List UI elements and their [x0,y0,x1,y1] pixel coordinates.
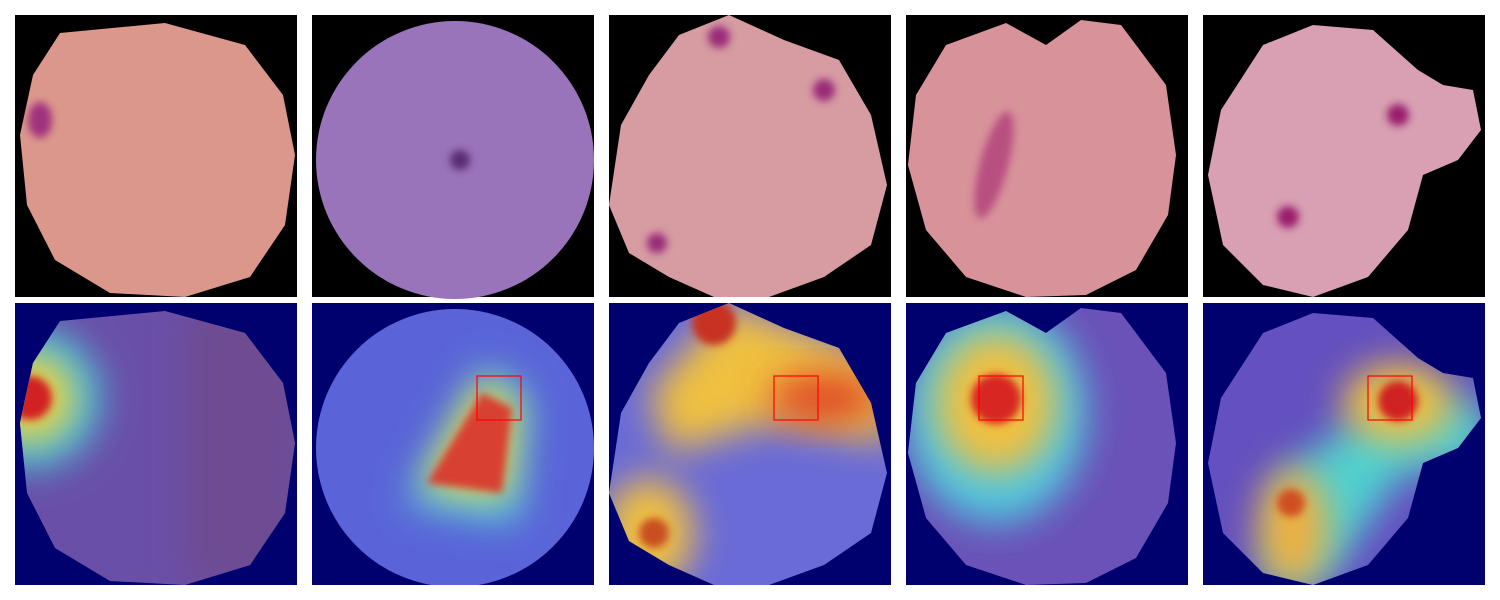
parasite [28,102,52,138]
box [978,375,1024,421]
heat [316,309,594,585]
cell [20,23,295,297]
heatmap [15,303,297,585]
heatmap [906,303,1188,585]
parasite [813,79,835,101]
heatmap [609,303,891,585]
cell-image [1203,15,1485,297]
parasite [1277,206,1299,228]
parasite [647,233,667,253]
box [1367,375,1413,421]
cell-image [15,15,297,297]
cell-image [906,15,1188,297]
parasite [450,150,470,170]
cell [908,20,1176,297]
box [773,375,819,421]
parasite [708,26,730,48]
heatmap [1203,303,1485,585]
heat [908,308,1176,585]
parasite [974,111,1014,219]
cell-image [312,15,594,299]
box [476,375,522,421]
parasite [1387,104,1409,126]
heatmap [312,303,594,585]
cell-image [609,15,891,297]
